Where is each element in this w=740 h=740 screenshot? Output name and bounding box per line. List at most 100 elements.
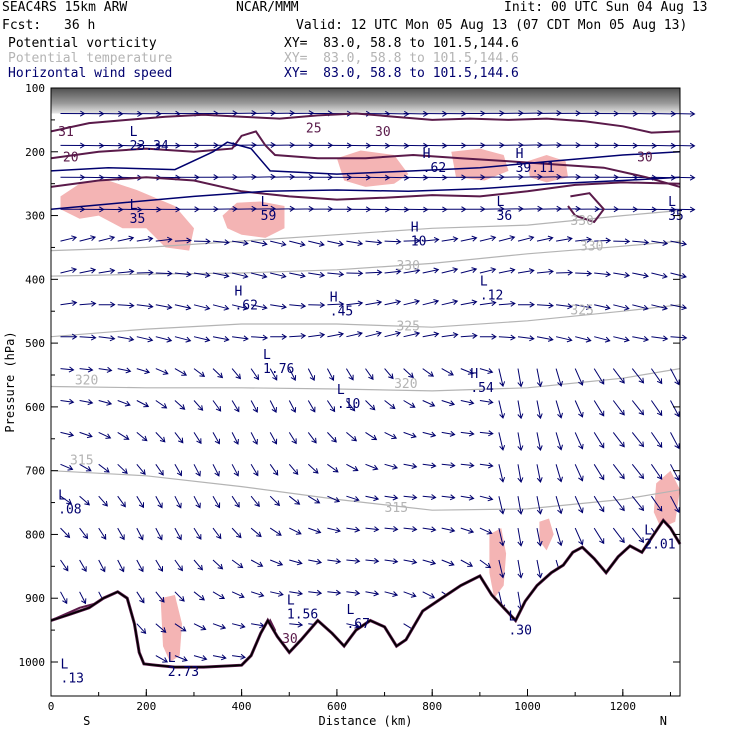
wind-vector <box>536 336 554 342</box>
wind-vector <box>98 399 113 406</box>
wind-vector <box>670 304 688 311</box>
y-tick-label: 400 <box>25 273 45 286</box>
wind-vector <box>536 268 554 275</box>
wind-vector <box>384 368 394 380</box>
wind-vector <box>422 400 436 407</box>
wind-vector <box>269 527 282 536</box>
wind-vector <box>384 526 399 532</box>
wind-vector <box>631 432 645 448</box>
wind-vector <box>384 431 398 440</box>
x-tick-label: 800 <box>422 700 442 713</box>
wind-vector <box>613 304 630 311</box>
wind-vector <box>289 527 302 535</box>
wind-vector <box>155 464 164 476</box>
wind-vector <box>460 527 475 534</box>
theta-contour-330 <box>51 240 680 277</box>
wind-vector <box>479 398 494 405</box>
wind-vector <box>193 400 204 411</box>
wind-vector <box>327 301 345 308</box>
wind-vector <box>174 336 192 343</box>
wind-vector <box>79 431 93 439</box>
wind-vector <box>670 240 688 247</box>
wind-vector <box>79 366 94 373</box>
wind-vector <box>155 304 173 310</box>
wind-vector <box>174 368 188 376</box>
wind-vector <box>98 527 107 540</box>
y-tick-label: 600 <box>25 401 45 414</box>
wind-vector <box>79 463 92 472</box>
wind-vector <box>593 400 605 417</box>
wind-vector <box>517 335 535 342</box>
wind-vector <box>136 463 146 476</box>
wind-extremum-type: L <box>58 488 66 503</box>
wind-vector <box>79 300 97 307</box>
wind-vector <box>269 495 281 507</box>
wind-extremum-type: L <box>668 195 676 210</box>
wind-extremum-value: 1.56 <box>287 608 318 623</box>
wind-vector <box>632 336 650 342</box>
field-name-wind: Horizontal wind speed <box>8 66 173 81</box>
wind-vector <box>403 558 418 565</box>
wind-speed-contour <box>51 176 680 210</box>
wind-vector <box>174 237 192 244</box>
wind-vector <box>536 432 543 452</box>
wind-extremum-value: .62 <box>423 161 446 176</box>
pv-label: 30 <box>375 125 391 140</box>
wind-vector <box>441 236 459 243</box>
wind-vector <box>250 527 262 538</box>
wind-vector <box>174 495 182 509</box>
wind-vector <box>594 336 611 343</box>
wind-vector <box>308 271 326 278</box>
x-tick-label: 200 <box>136 700 156 713</box>
wind-vector <box>422 494 437 501</box>
wind-vector <box>98 235 116 242</box>
wind-vector <box>174 591 185 602</box>
wind-vector <box>422 559 437 566</box>
wind-vector <box>479 462 494 469</box>
wind-vector <box>98 366 113 373</box>
wind-vector <box>365 400 376 411</box>
wind-vector <box>60 300 78 306</box>
field-name-pv: Potential vorticity <box>8 36 157 51</box>
wind-vector <box>250 272 268 279</box>
wind-vector <box>612 527 625 544</box>
wind-vector <box>307 463 319 474</box>
wind-vector <box>517 301 535 308</box>
x-tick-label: 0 <box>48 700 55 713</box>
wind-vector <box>155 432 166 443</box>
wind-vector <box>60 333 78 340</box>
wind-vector <box>60 366 75 373</box>
wind-vector <box>346 526 361 533</box>
wind-vector <box>174 271 192 278</box>
wind-vector <box>670 142 696 149</box>
wind-vector <box>79 399 94 406</box>
wind-extremum-value: .12 <box>480 289 503 304</box>
wind-vector <box>327 527 341 534</box>
wind-vector <box>270 333 288 340</box>
init-time: Init: 00 UTC Sun 04 Aug 13 <box>504 0 708 15</box>
pv-fill-region <box>451 148 509 181</box>
wind-vector <box>60 591 68 605</box>
wind-vector <box>288 400 297 413</box>
wind-vector <box>231 527 242 539</box>
theta-label: 330 <box>570 214 593 229</box>
theta-contour-315 <box>51 470 680 511</box>
wind-vector <box>232 335 249 342</box>
wind-vector <box>269 464 279 476</box>
wind-vector <box>231 591 245 599</box>
wind-vector <box>422 331 440 338</box>
wind-extremum-value: 2.73 <box>168 665 199 680</box>
theta-label: 315 <box>70 453 93 468</box>
wind-vector <box>98 559 106 573</box>
wind-vector <box>670 334 688 341</box>
wind-vector <box>251 240 268 247</box>
wind-vector <box>517 528 524 547</box>
wind-extremum-value: .45 <box>330 305 353 320</box>
theta-label: 320 <box>75 374 98 389</box>
wind-vector <box>498 368 506 388</box>
wind-vector <box>288 432 297 445</box>
x-tick-label: 600 <box>327 700 347 713</box>
wind-vector <box>155 495 163 509</box>
wind-vector <box>594 237 612 244</box>
wind-vector <box>174 655 188 662</box>
